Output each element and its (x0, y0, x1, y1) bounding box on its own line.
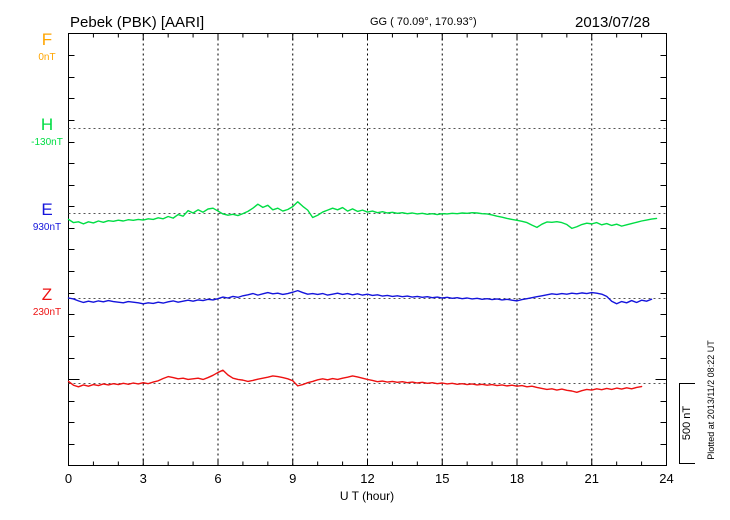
x-tick-label: 18 (510, 471, 524, 486)
x-tick-label: 21 (585, 471, 599, 486)
component-labels: F 0nT H -130nT E 930nT Z 230nT (31, 30, 63, 318)
x-tick-label: 9 (289, 471, 296, 486)
scale-bar: 500 nT (679, 383, 695, 464)
grid-layer (142, 33, 593, 466)
x-tick-label: 24 (659, 471, 673, 486)
component-value-h: -130nT (31, 137, 63, 148)
observation-date: 2013/07/28 (575, 14, 650, 31)
component-value-z: 230nT (33, 307, 61, 318)
x-axis-label: U T (hour) (340, 489, 394, 503)
component-letter-f: F (42, 30, 52, 49)
tick-layer (68, 33, 667, 466)
scale-bar-bracket (679, 383, 695, 464)
x-tick-label: 0 (65, 471, 72, 486)
x-tick-labels: 0 3 6 9 12 15 18 21 24 (65, 471, 674, 486)
x-tick-label: 15 (435, 471, 449, 486)
component-value-f: 0nT (38, 52, 55, 63)
x-tick-label: 3 (140, 471, 147, 486)
x-tick-label: 12 (360, 471, 374, 486)
scale-bar-label: 500 nT (681, 406, 693, 441)
trace-layer (67, 201, 658, 393)
page-title: Pebek (PBK) [AARI] (70, 14, 204, 31)
component-letter-h: H (41, 115, 53, 134)
trace-h (67, 201, 658, 230)
trace-e (67, 289, 653, 305)
component-value-e: 930nT (33, 222, 61, 233)
component-letter-e: E (41, 200, 52, 219)
plotted-at-timestamp: Plotted at 2013/11/2 08:22 UT (706, 340, 716, 460)
trace-z (67, 369, 643, 393)
x-tick-label: 6 (214, 471, 221, 486)
geographic-coordinates: GG ( 70.09°, 170.93°) (370, 16, 477, 28)
component-letter-z: Z (42, 285, 52, 304)
